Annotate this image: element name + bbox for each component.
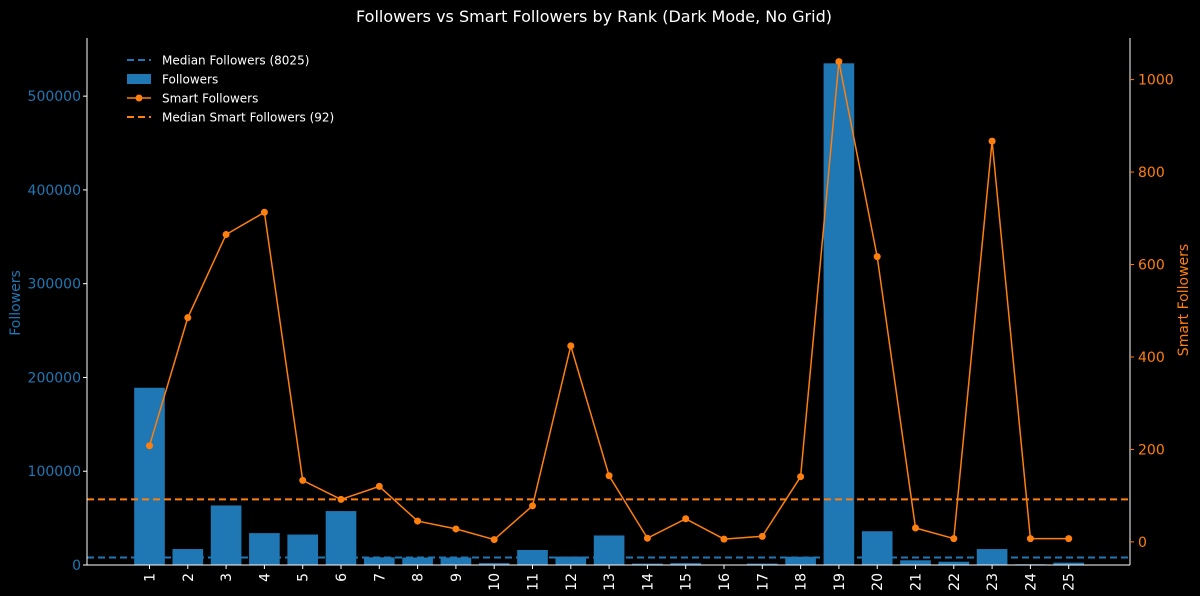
followers-bar	[900, 560, 931, 565]
smart-followers-point	[1065, 535, 1073, 543]
followers-bar	[134, 387, 165, 565]
x-tick-label: 1	[143, 573, 159, 582]
legend: Median Followers (8025) Followers Smart Fo…	[127, 54, 334, 125]
y-tick-label-left: 400000	[28, 183, 81, 199]
smart-followers-point	[567, 342, 575, 350]
x-tick-label: 24	[1023, 573, 1039, 591]
y-tick-label-left: 300000	[28, 277, 81, 293]
x-tick-label: 2	[181, 573, 197, 582]
followers-bar	[440, 557, 472, 565]
followers-bar	[210, 505, 242, 565]
x-tick-label: 20	[870, 573, 886, 591]
followers-bar	[861, 531, 893, 565]
smart-followers-point	[950, 535, 958, 543]
smart-followers-point	[682, 515, 690, 523]
followers-bar	[670, 563, 702, 565]
y-tick-label-left: 100000	[28, 464, 81, 480]
legend-swatch-smart-marker	[135, 94, 143, 102]
x-tick-label: 22	[947, 573, 963, 591]
x-tick-label: 11	[526, 573, 542, 591]
axes-layer: 0 100000 200000 300000 400000 500000 0 200 400 60…	[28, 38, 1174, 591]
x-tick-label: 10	[487, 573, 503, 591]
x-tick-label: 7	[372, 573, 388, 582]
y-tick-label-right: 0	[1138, 535, 1147, 551]
smart-followers-point	[222, 230, 230, 238]
smart-followers-line-layer	[146, 58, 1073, 544]
x-tick-label: 9	[449, 573, 465, 582]
smart-followers-point	[414, 517, 422, 525]
smart-followers-point	[988, 137, 996, 145]
smart-followers-point	[260, 208, 268, 216]
y-tick-label-left: 500000	[28, 89, 81, 105]
followers-bar	[785, 556, 816, 565]
y-axis-label-left: Followers	[8, 270, 24, 336]
followers-bar	[363, 557, 395, 565]
followers-bar	[402, 557, 433, 565]
followers-bar	[823, 63, 855, 565]
smart-followers-point	[490, 536, 498, 544]
x-tick-label: 21	[909, 573, 925, 591]
legend-entry-label: Median Followers (8025)	[162, 54, 309, 68]
smart-followers-point	[605, 472, 613, 480]
y-tick-label-right: 200	[1138, 442, 1165, 458]
legend-entry-label: Median Smart Followers (92)	[162, 111, 334, 125]
followers-bar	[325, 511, 357, 565]
x-tick-label: 18	[794, 573, 810, 591]
x-tick-label: 8	[411, 573, 427, 582]
legend-swatch-followers	[127, 74, 151, 84]
x-tick-label: 16	[717, 573, 733, 591]
x-tick-label: 5	[296, 573, 312, 582]
y-tick-label-left: 0	[72, 558, 81, 574]
smart-followers-point	[797, 473, 805, 481]
followers-bar	[1053, 562, 1085, 565]
x-tick-label: 17	[755, 573, 771, 591]
smart-followers-line	[148, 61, 1069, 541]
smart-followers-point	[146, 442, 153, 450]
smart-followers-point	[529, 502, 536, 510]
smart-followers-point	[337, 495, 345, 503]
legend-entry-label: Followers	[162, 73, 218, 87]
x-tick-label: 23	[985, 573, 1001, 591]
followers-bar	[746, 563, 778, 565]
y-tick-label-right: 800	[1138, 165, 1165, 181]
x-tick-label: 25	[1062, 573, 1078, 591]
x-tick-label: 12	[564, 573, 580, 591]
x-tick-label: 6	[334, 573, 350, 582]
followers-bar	[632, 563, 663, 565]
followers-bar	[478, 563, 510, 565]
reference-lines-layer	[87, 498, 1130, 559]
followers-bar	[555, 556, 587, 565]
smart-followers-point	[720, 535, 728, 543]
followers-bar	[938, 561, 970, 565]
followers-bar	[249, 533, 280, 565]
x-tick-label: 15	[679, 573, 695, 591]
smart-followers-point	[835, 58, 843, 66]
x-tick-label: 3	[219, 573, 235, 582]
y-tick-label-right: 1000	[1138, 73, 1174, 89]
followers-bar	[287, 534, 319, 565]
x-tick-label: 4	[257, 573, 273, 582]
smart-followers-point	[873, 253, 881, 261]
bars-layer	[134, 63, 1085, 566]
legend-entry-label: Smart Followers	[162, 92, 258, 106]
x-tick-label: 14	[640, 573, 656, 591]
smart-followers-point	[758, 532, 766, 540]
y-axis-label-right: Smart Followers	[1176, 244, 1192, 356]
smart-followers-point	[643, 534, 651, 542]
smart-followers-point	[375, 482, 383, 490]
y-tick-label-left: 200000	[28, 370, 81, 386]
smart-followers-point	[1026, 535, 1034, 543]
smart-followers-point	[912, 524, 919, 532]
y-tick-label-right: 600	[1138, 258, 1165, 274]
smart-followers-point	[184, 314, 192, 322]
smart-followers-point	[452, 525, 460, 533]
smart-followers-point	[299, 476, 307, 484]
x-tick-label: 19	[832, 573, 848, 591]
chart-title: Followers vs Smart Followers by Rank (Da…	[356, 7, 832, 26]
followers-bar	[593, 535, 625, 565]
y-tick-label-right: 400	[1138, 350, 1165, 366]
x-tick-label: 13	[602, 573, 618, 591]
